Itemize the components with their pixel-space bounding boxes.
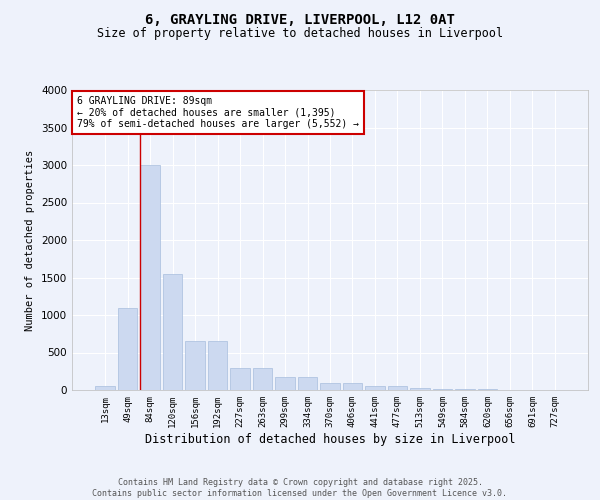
- Bar: [433, 389, 452, 390]
- Bar: [230, 368, 250, 390]
- Text: Contains HM Land Registry data © Crown copyright and database right 2025.
Contai: Contains HM Land Registry data © Crown c…: [92, 478, 508, 498]
- Bar: [343, 382, 362, 390]
- Bar: [410, 388, 430, 390]
- Bar: [163, 274, 182, 390]
- Bar: [365, 386, 385, 390]
- Bar: [208, 341, 227, 390]
- X-axis label: Distribution of detached houses by size in Liverpool: Distribution of detached houses by size …: [145, 432, 515, 446]
- Bar: [478, 389, 497, 390]
- Bar: [455, 389, 475, 390]
- Bar: [275, 377, 295, 390]
- Text: Size of property relative to detached houses in Liverpool: Size of property relative to detached ho…: [97, 28, 503, 40]
- Bar: [118, 308, 137, 390]
- Y-axis label: Number of detached properties: Number of detached properties: [25, 150, 35, 330]
- Bar: [95, 386, 115, 390]
- Bar: [140, 165, 160, 390]
- Bar: [185, 341, 205, 390]
- Text: 6, GRAYLING DRIVE, LIVERPOOL, L12 0AT: 6, GRAYLING DRIVE, LIVERPOOL, L12 0AT: [145, 12, 455, 26]
- Text: 6 GRAYLING DRIVE: 89sqm
← 20% of detached houses are smaller (1,395)
79% of semi: 6 GRAYLING DRIVE: 89sqm ← 20% of detache…: [77, 96, 359, 129]
- Bar: [298, 377, 317, 390]
- Bar: [388, 386, 407, 390]
- Bar: [253, 368, 272, 390]
- Bar: [320, 382, 340, 390]
